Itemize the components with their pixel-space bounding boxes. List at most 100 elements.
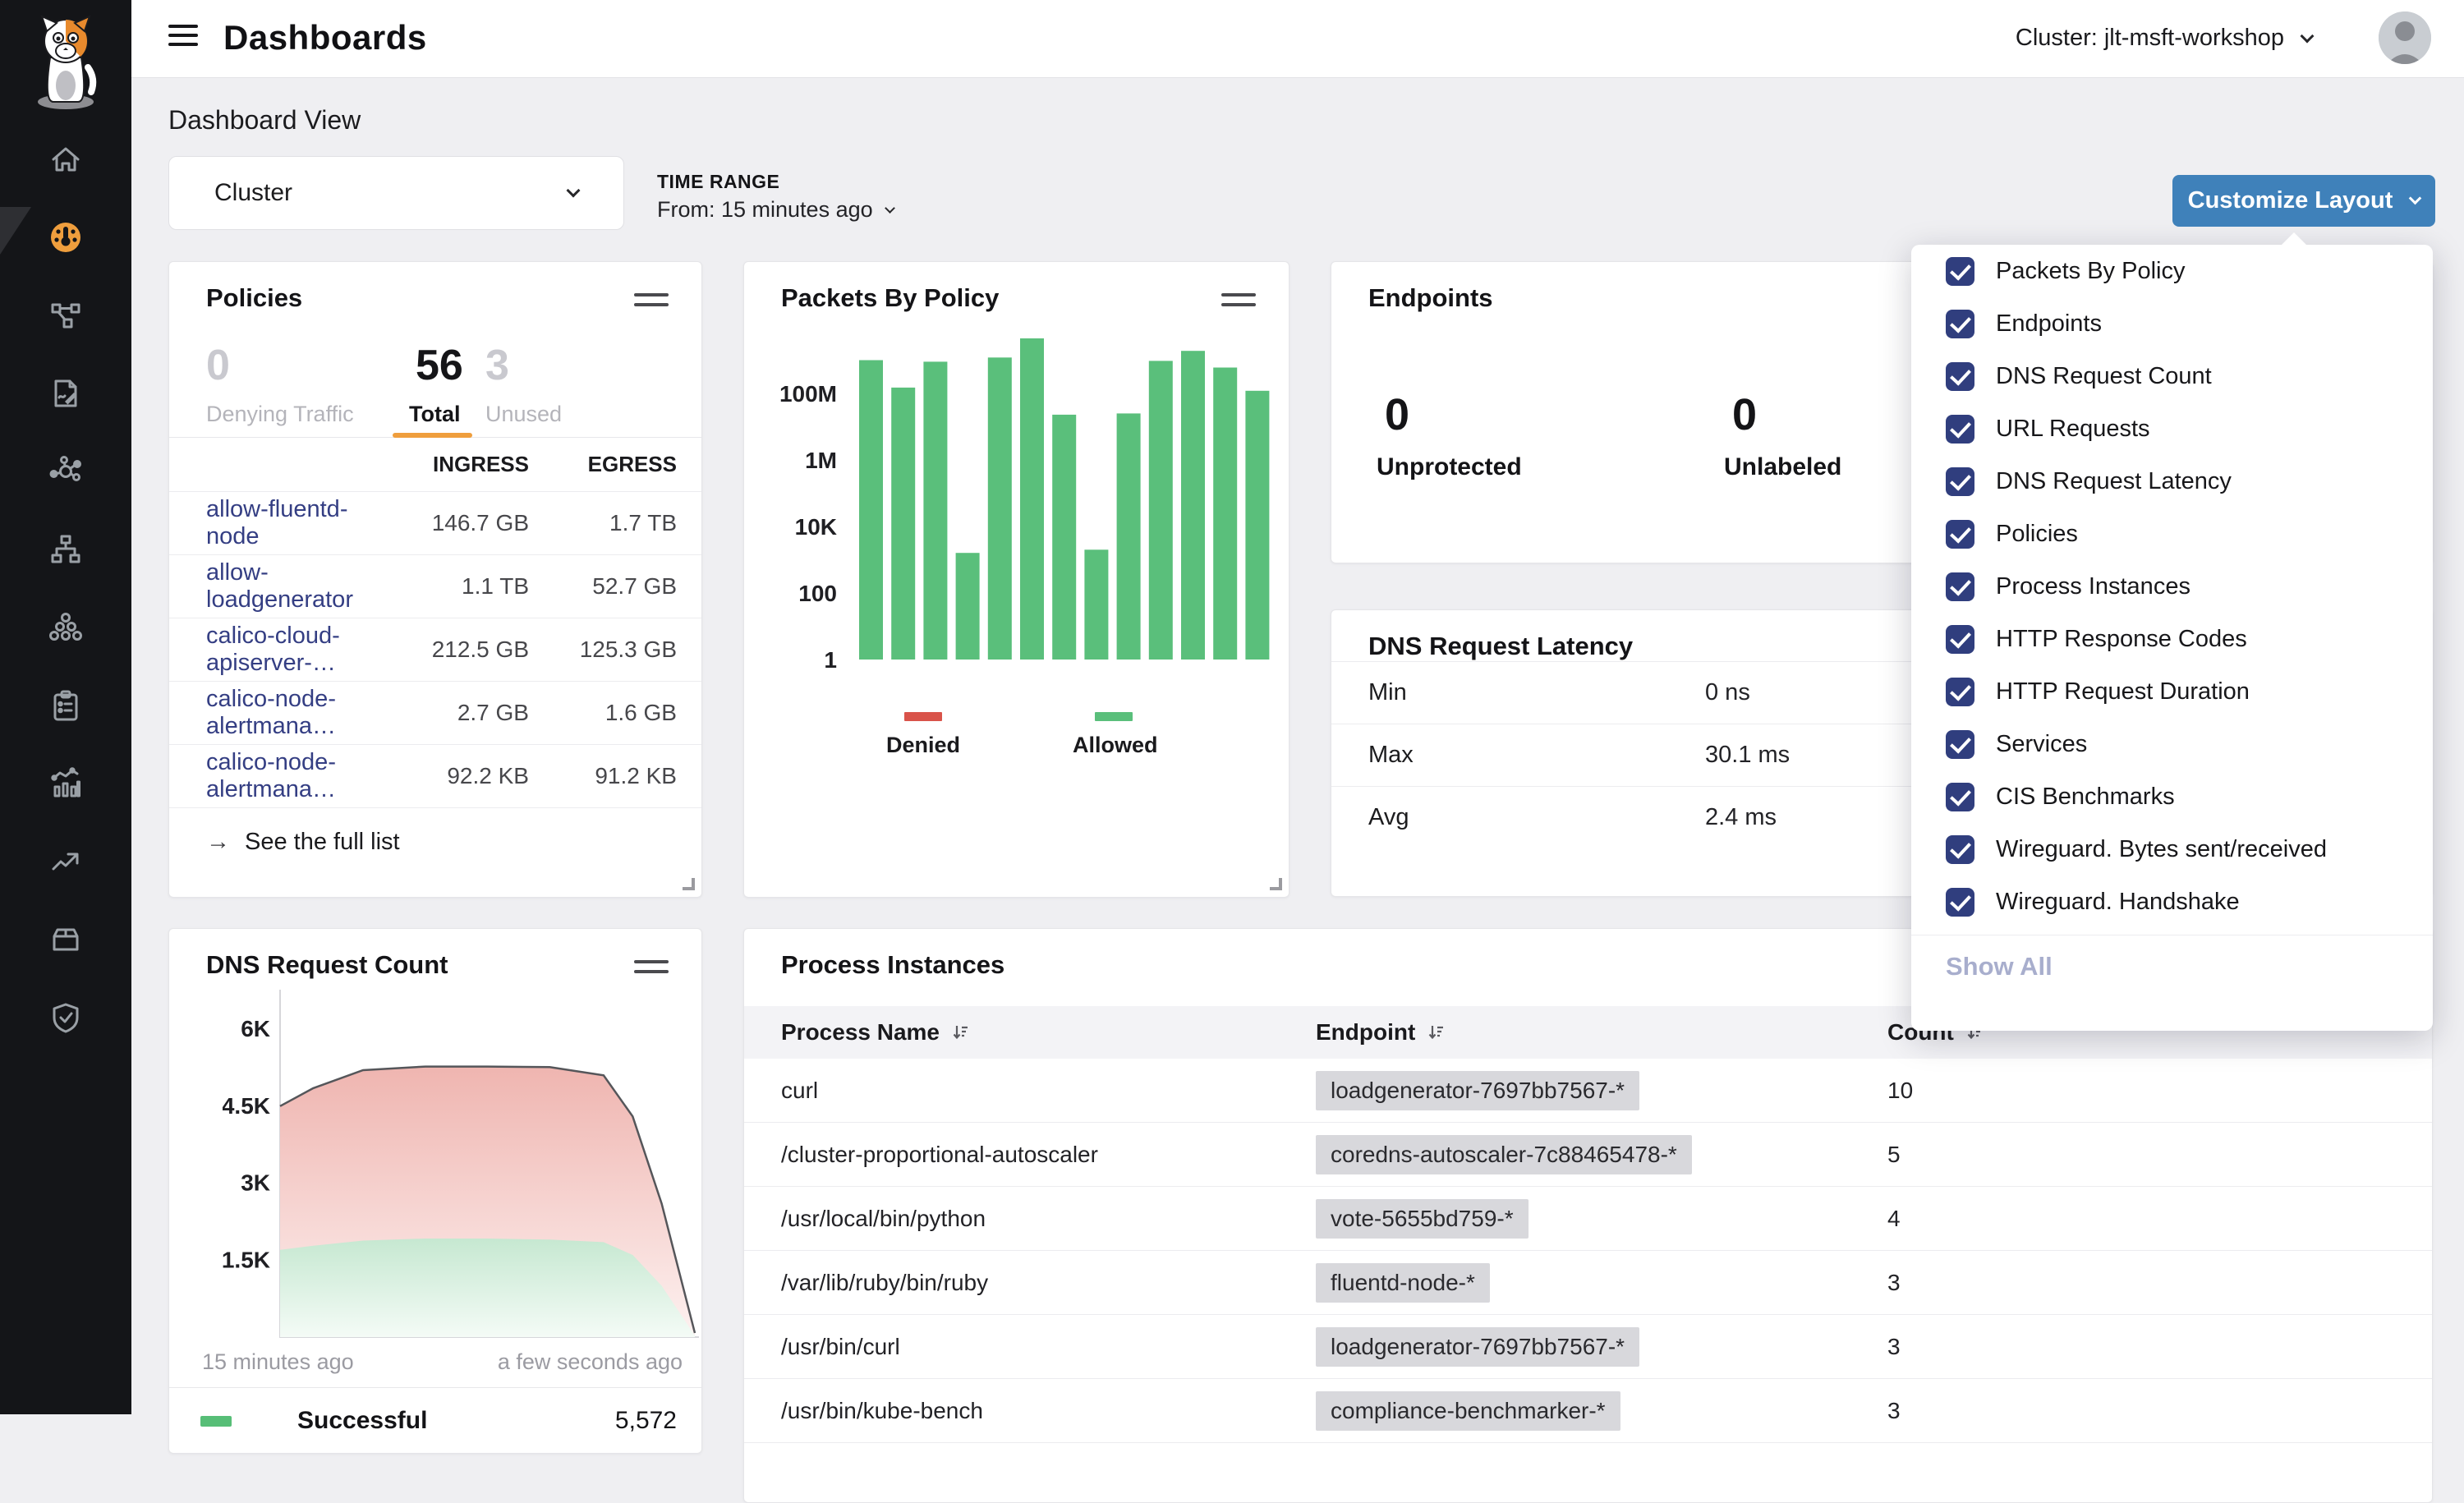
sort-process-name[interactable]: Process Name — [781, 1019, 1316, 1046]
stat-unused[interactable]: 3 Unused — [485, 344, 562, 427]
menu-item-http-request-duration[interactable]: HTTP Request Duration — [1911, 665, 2433, 718]
menu-item-dns-request-count[interactable]: DNS Request Count — [1911, 350, 2433, 402]
checkbox-checked-icon[interactable] — [1946, 310, 1974, 338]
top-bar: Dashboards Cluster: jlt-msft-workshop — [131, 0, 2464, 78]
home-icon[interactable] — [48, 141, 84, 177]
resize-handle[interactable] — [683, 878, 695, 890]
menu-item-cis-benchmarks[interactable]: CIS Benchmarks — [1911, 770, 2433, 823]
cluster-selector[interactable]: Cluster: jlt-msft-workshop — [2016, 25, 2312, 52]
policy-link[interactable]: calico-node-alertmana… — [206, 686, 389, 740]
card-title: Policies — [206, 283, 302, 313]
policy-link[interactable]: allow-fluentd-node — [206, 496, 389, 550]
table-row: /usr/bin/kube-bench compliance-benchmark… — [744, 1379, 2432, 1443]
table-row: /var/lib/ruby/bin/ruby fluentd-node-* 3 — [744, 1251, 2432, 1315]
menu-toggle-icon[interactable] — [168, 25, 198, 51]
svg-text:1M: 1M — [805, 448, 837, 473]
checkbox-checked-icon[interactable] — [1946, 362, 1974, 391]
policy-link[interactable]: calico-cloud-apiserver-… — [206, 623, 389, 677]
drag-handle-icon[interactable] — [1221, 293, 1256, 313]
show-all-link[interactable]: Show All — [1946, 952, 2433, 981]
packets-bar-chart: 1 100 10K 1M 100M — [759, 321, 1285, 732]
card-title: Process Instances — [781, 950, 1004, 980]
stat-denying-traffic[interactable]: 0 Denying Traffic — [206, 344, 354, 427]
packets-by-policy-card: Packets By Policy 110010K1M100M Denied A… — [743, 261, 1289, 898]
stat-unlabeled: 0 Unlabeled — [1724, 389, 1841, 481]
svg-text:10K: 10K — [795, 514, 837, 540]
legend-item-denied[interactable]: Denied — [882, 712, 964, 758]
checkbox-checked-icon[interactable] — [1946, 625, 1974, 654]
process-table-body: curl loadgenerator-7697bb7567-* 10 /clus… — [744, 1059, 2432, 1443]
menu-item-services[interactable]: Services — [1911, 718, 2433, 770]
resize-handle[interactable] — [1270, 878, 1282, 890]
legend-item-allowed[interactable]: Allowed — [1073, 712, 1155, 758]
svg-text:1.5K: 1.5K — [223, 1247, 270, 1272]
sort-endpoint[interactable]: Endpoint — [1316, 1019, 1887, 1046]
drag-handle-icon[interactable] — [634, 960, 669, 980]
policy-link[interactable]: allow-loadgenerator — [206, 559, 389, 614]
menu-item-http-response-codes[interactable]: HTTP Response Codes — [1911, 613, 2433, 665]
endpoint-chip: loadgenerator-7697bb7567-* — [1316, 1071, 1639, 1110]
table-row: allow-fluentd-node 146.7 GB 1.7 TB — [169, 492, 701, 555]
svg-text:1: 1 — [824, 647, 837, 673]
menu-item-process-instances[interactable]: Process Instances — [1911, 560, 2433, 613]
svg-text:100M: 100M — [779, 381, 837, 407]
stat-unprotected: 0 Unprotected — [1377, 389, 1522, 481]
checkbox-checked-icon[interactable] — [1946, 783, 1974, 811]
table-row: /cluster-proportional-autoscaler coredns… — [744, 1123, 2432, 1187]
avatar[interactable] — [2379, 11, 2431, 64]
packages-icon[interactable] — [48, 922, 84, 958]
menu-item-packets-by-policy[interactable]: Packets By Policy — [1911, 245, 2433, 297]
checkbox-checked-icon[interactable] — [1946, 467, 1974, 496]
menu-item-url-requests[interactable]: URL Requests — [1911, 402, 2433, 455]
service-graph-icon[interactable] — [48, 453, 84, 490]
menu-item-endpoints[interactable]: Endpoints — [1911, 297, 2433, 350]
policy-link[interactable]: calico-node-alertmana… — [206, 749, 389, 803]
menu-item-policies[interactable]: Policies — [1911, 508, 2433, 560]
checkbox-checked-icon[interactable] — [1946, 257, 1974, 286]
card-title: DNS Request Latency — [1368, 632, 1633, 661]
policy-editor-icon[interactable] — [48, 375, 84, 411]
compliance-reports-icon[interactable] — [48, 687, 84, 724]
threat-defense-icon[interactable] — [48, 1000, 84, 1036]
endpoint-chip: fluentd-node-* — [1316, 1263, 1490, 1303]
denied-swatch — [904, 712, 942, 721]
sort-icon — [951, 1023, 969, 1041]
svg-text:4.5K: 4.5K — [223, 1093, 270, 1119]
stat-total[interactable]: 56 Total — [409, 344, 463, 427]
checkbox-checked-icon[interactable] — [1946, 678, 1974, 706]
arrow-right-icon: → — [206, 829, 230, 855]
drag-handle-icon[interactable] — [634, 293, 669, 313]
table-row: calico-node-alertmana… 92.2 KB 91.2 KB — [169, 745, 701, 808]
menu-item-dns-request-latency[interactable]: DNS Request Latency — [1911, 455, 2433, 508]
statistics-icon[interactable] — [48, 765, 84, 802]
table-row: curl loadgenerator-7697bb7567-* 10 — [744, 1059, 2432, 1123]
checkbox-checked-icon[interactable] — [1946, 835, 1974, 864]
successful-swatch — [200, 1416, 232, 1427]
dashboards-icon[interactable] — [48, 219, 84, 255]
checkbox-checked-icon[interactable] — [1946, 415, 1974, 444]
see-full-list-link[interactable]: →See the full list — [206, 829, 400, 856]
checkbox-checked-icon[interactable] — [1946, 520, 1974, 549]
policies-card: Policies 0 Denying Traffic 3 Unused 56 T… — [168, 261, 702, 898]
legend-row-successful[interactable]: Successful 5,572 — [169, 1388, 701, 1454]
trends-icon[interactable] — [48, 843, 84, 880]
checkbox-checked-icon[interactable] — [1946, 888, 1974, 917]
network-topology-icon[interactable] — [48, 531, 84, 568]
menu-item-wireguard-handshake[interactable]: Wireguard. Handshake — [1911, 876, 2433, 928]
svg-text:100: 100 — [798, 581, 837, 606]
cluster-selector-label: Cluster: jlt-msft-workshop — [2016, 25, 2284, 52]
checkbox-checked-icon[interactable] — [1946, 730, 1974, 759]
checkbox-checked-icon[interactable] — [1946, 572, 1974, 601]
endpoint-chip: compliance-benchmarker-* — [1316, 1391, 1620, 1431]
time-range-value[interactable]: From: 15 minutes ago — [657, 197, 894, 223]
network-policies-icon[interactable] — [48, 297, 84, 333]
avatar-silhouette-icon — [2379, 11, 2431, 64]
x-axis-labels: 15 minutes ago a few seconds ago — [202, 1349, 683, 1375]
dashboard-view-select[interactable]: Cluster — [168, 156, 624, 230]
svg-text:6K: 6K — [241, 1016, 270, 1041]
menu-item-wireguard-bytes[interactable]: Wireguard. Bytes sent/received — [1911, 823, 2433, 876]
chevron-down-icon — [567, 184, 581, 198]
customize-layout-button[interactable]: Customize Layout — [2172, 175, 2435, 227]
clusters-icon[interactable] — [48, 609, 84, 646]
table-row: /usr/local/bin/python vote-5655bd759-* 4 — [744, 1187, 2432, 1251]
